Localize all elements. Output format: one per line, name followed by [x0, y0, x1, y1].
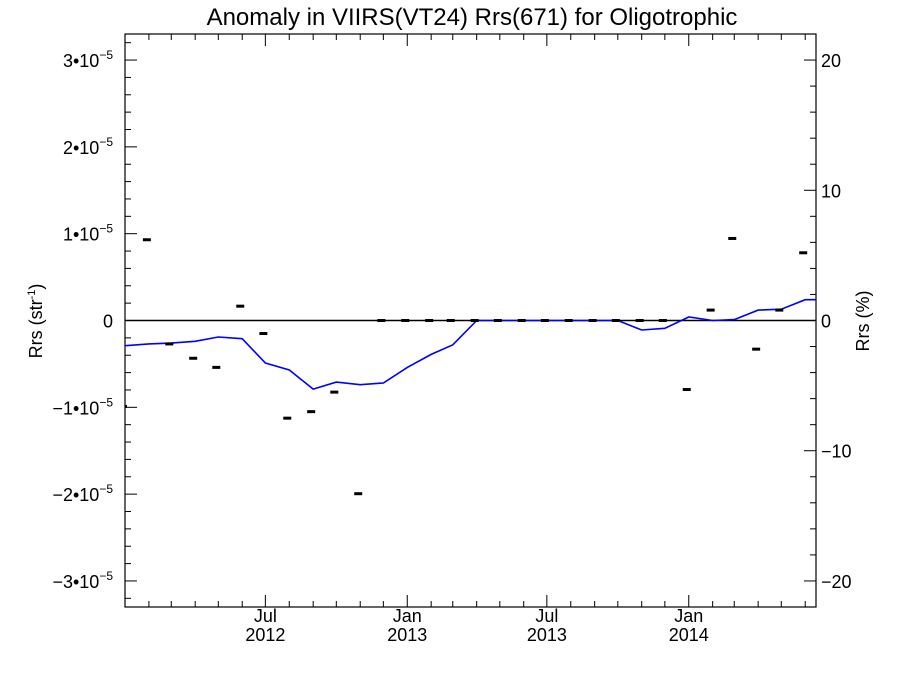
y-tick-label: −3•10−5 [52, 569, 113, 592]
y-axis-label: Rrs (str-1) [26, 284, 46, 359]
y-tick-label: 1•10−5 [63, 222, 113, 245]
chart-title: Anomaly in VIIRS(VT24) Rrs(671) for Olig… [206, 4, 738, 31]
y-tick-label: 2•10−5 [63, 135, 113, 158]
x-tick-month: Jul [535, 606, 558, 626]
percent-anomaly-series [125, 236, 808, 496]
y-tick-label: 0 [103, 312, 113, 332]
x-tick-year: 2013 [527, 625, 567, 645]
y2-tick-label: 0 [821, 312, 831, 332]
x-tick-month: Jul [254, 606, 277, 626]
y2-tick-label: −10 [821, 442, 852, 462]
y-tick-label: −2•10−5 [52, 482, 113, 505]
x-tick-year: 2013 [387, 625, 427, 645]
blue-anomaly-series [124, 298, 816, 390]
right-axis-ticks: −20 −10 0 10 20 [804, 33, 852, 608]
y2-axis-label: Rrs (%) [853, 291, 873, 352]
x-tick-month: Jan [674, 606, 703, 626]
y2-tick-label: 10 [821, 181, 841, 201]
y2-tick-label: −20 [821, 572, 852, 592]
y-tick-label: 3•10−5 [63, 48, 113, 71]
x-tick-year: 2012 [245, 625, 285, 645]
x-tick-year: 2014 [669, 625, 709, 645]
x-tick-month: Jan [393, 606, 422, 626]
y-tick-label: −1•10−5 [52, 395, 113, 418]
left-axis-ticks: −3•10−5 −2•10−5 −1•10−5 0 1•10−5 2•10−5 3•10−5 [52, 42, 137, 599]
y2-tick-label: 20 [821, 51, 841, 71]
anomaly-line [124, 298, 816, 390]
